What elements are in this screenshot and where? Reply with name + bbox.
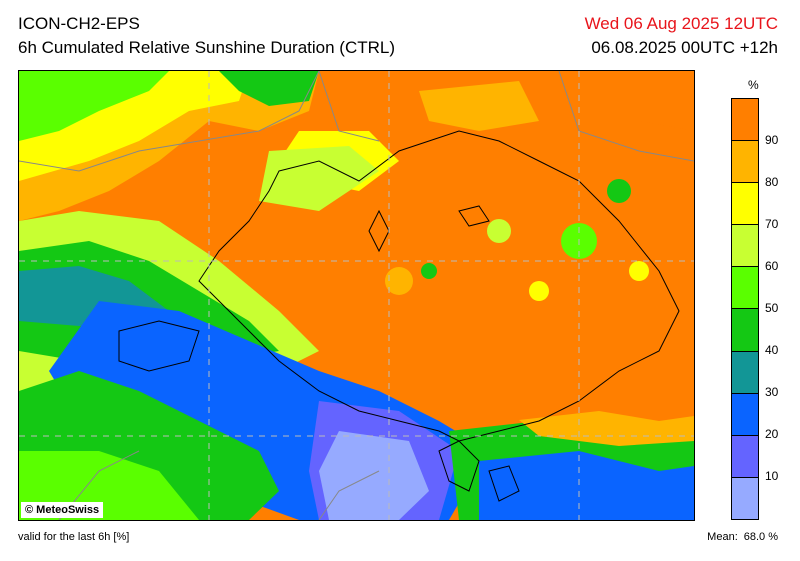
legend-bin [732, 392, 758, 435]
legend-bin [732, 350, 758, 393]
legend-bin [732, 308, 758, 351]
legend-bin [732, 266, 758, 309]
legend-tick-label: 10 [765, 469, 779, 483]
legend-tick-label: 60 [765, 259, 779, 273]
valid-time: Wed 06 Aug 2025 12UTC [584, 14, 778, 33]
legend-bin [732, 182, 758, 225]
legend-unit: % [748, 78, 759, 92]
legend-tick-label: 90 [765, 133, 779, 147]
color-legend [731, 98, 759, 520]
legend-bin [732, 476, 758, 519]
legend-tick-label: 30 [765, 385, 779, 399]
legend-tick-label: 80 [765, 175, 779, 189]
legend-tick-label: 50 [765, 301, 779, 315]
product-title: 6h Cumulated Relative Sunshine Duration … [18, 38, 396, 57]
copyright-label: © MeteoSwiss [21, 502, 104, 518]
legend-tick-label: 20 [765, 427, 779, 441]
legend-tick-label: 40 [765, 343, 779, 357]
validity-note: valid for the last 6h [%] [18, 531, 130, 543]
mean-value: 68.0 % [743, 531, 778, 543]
legend-tick-label: 70 [765, 217, 779, 231]
model-title: ICON-CH2-EPS [18, 14, 140, 33]
sunshine-map: © MeteoSwiss [18, 70, 695, 521]
legend-bin [732, 140, 758, 183]
legend-bin [732, 434, 758, 477]
legend-bin [732, 224, 758, 267]
legend-bin [732, 99, 758, 141]
mean-label: Mean: [707, 531, 738, 543]
map-field [19, 71, 694, 520]
mean-readout: Mean: 68.0 % [701, 531, 778, 543]
run-time: 06.08.2025 00UTC +12h [591, 38, 778, 57]
